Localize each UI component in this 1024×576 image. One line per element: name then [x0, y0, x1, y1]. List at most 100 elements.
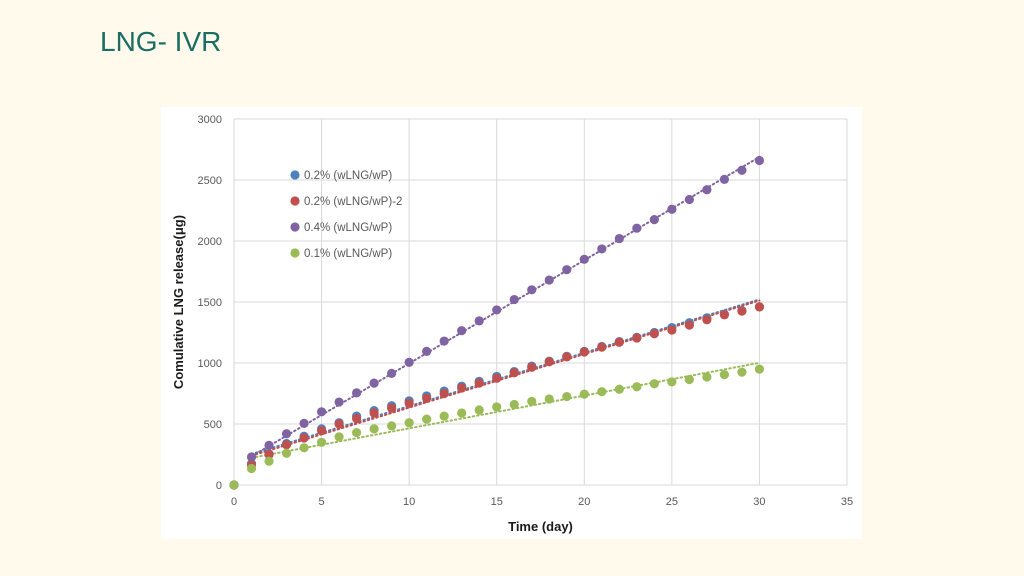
data-point	[702, 185, 712, 195]
data-point	[544, 357, 554, 367]
legend-marker	[290, 170, 300, 180]
x-tick-label: 15	[491, 496, 503, 508]
data-point	[387, 403, 397, 413]
legend: 0.2% (wLNG/wP) 0.2% (wLNG/wP)-2 0.4% (wLNG…	[290, 170, 402, 260]
data-point	[387, 368, 397, 378]
slide-title: LNG- IVR	[100, 26, 222, 57]
data-point	[316, 437, 327, 447]
data-point	[719, 369, 730, 380]
data-point	[702, 372, 712, 382]
x-tick-label: 35	[841, 496, 853, 508]
data-point	[299, 433, 309, 443]
data-point	[684, 320, 694, 330]
data-point	[404, 418, 414, 428]
x-tick-label: 30	[753, 496, 765, 508]
data-point	[667, 377, 677, 387]
data-point	[632, 223, 642, 233]
data-point	[544, 275, 554, 285]
x-tick-label: 25	[666, 496, 678, 508]
data-point	[246, 452, 257, 462]
legend-label: 0.1% (wLNG/wP)	[304, 248, 392, 260]
data-point	[632, 382, 642, 392]
chart-panel: 0 500 1000 1500 2000 2500 3000 0 5 10 15 20 25 30 35 T…	[161, 107, 862, 539]
data-point	[299, 418, 309, 428]
legend-label: 0.4% (wLNG/wP)	[304, 222, 392, 234]
data-point	[754, 364, 765, 374]
data-point	[737, 165, 747, 175]
data-point	[614, 233, 624, 244]
data-point	[352, 388, 362, 398]
data-point	[509, 294, 519, 305]
y-tick-label: 1500	[198, 297, 222, 309]
data-point	[422, 414, 432, 424]
data-point	[597, 342, 607, 352]
data-points	[229, 155, 765, 490]
legend-marker	[290, 196, 300, 206]
data-point	[649, 329, 659, 339]
data-point	[719, 174, 730, 184]
data-point	[737, 306, 747, 316]
data-point	[579, 347, 589, 357]
gridlines	[233, 118, 848, 486]
y-axis-title: Comulative LNG release(μg)	[171, 215, 186, 389]
y-tick-label: 3000	[198, 114, 222, 126]
x-axis-title: Time (day)	[508, 519, 573, 534]
data-point	[719, 310, 730, 320]
data-point	[667, 204, 677, 214]
data-point	[352, 427, 362, 438]
x-tick-label: 20	[578, 496, 590, 508]
data-point	[369, 424, 379, 434]
legend-label: 0.2% (wLNG/wP)	[304, 170, 392, 182]
data-point	[334, 432, 344, 442]
trendline	[250, 361, 761, 459]
data-point	[527, 285, 537, 295]
data-point	[597, 387, 607, 397]
data-point	[492, 305, 502, 315]
data-point	[369, 408, 379, 418]
legend-label: 0.2% (wLNG/wP)-2	[304, 196, 402, 208]
data-point	[754, 302, 765, 312]
legend-marker	[290, 222, 300, 232]
data-point	[264, 456, 274, 466]
data-point	[649, 379, 659, 389]
data-point	[229, 480, 239, 490]
y-tick-label: 1000	[198, 358, 222, 370]
data-point	[439, 411, 449, 421]
data-point	[246, 463, 257, 474]
chart: 0 500 1000 1500 2000 2500 3000 0 5 10 15 20 25 30 35 T…	[171, 114, 853, 534]
data-point	[492, 373, 502, 383]
data-point	[352, 413, 362, 424]
trendline	[250, 299, 761, 457]
data-point	[632, 333, 642, 343]
data-point	[527, 396, 537, 407]
data-point	[649, 215, 659, 225]
data-point	[509, 399, 519, 410]
data-point	[702, 315, 712, 325]
data-point	[457, 326, 467, 336]
data-point	[684, 374, 694, 385]
x-tick-label: 5	[319, 496, 325, 508]
data-point	[754, 155, 765, 166]
y-tick-label: 2000	[198, 236, 222, 248]
data-point	[614, 384, 624, 394]
data-point	[281, 440, 292, 450]
data-point	[737, 367, 747, 377]
data-point	[579, 389, 589, 399]
data-point	[597, 244, 607, 254]
x-tick-label: 0	[231, 496, 237, 508]
data-point	[281, 448, 292, 458]
data-point	[474, 378, 484, 388]
data-point	[474, 316, 484, 326]
data-point	[509, 368, 519, 378]
data-point	[667, 325, 677, 335]
data-point	[369, 378, 379, 388]
data-point	[614, 337, 624, 347]
data-point	[562, 391, 572, 402]
y-tick-label: 500	[204, 419, 222, 431]
data-point	[316, 426, 327, 436]
trendline	[250, 298, 761, 456]
data-point	[439, 336, 449, 346]
data-point	[299, 443, 309, 453]
data-point	[404, 398, 414, 408]
data-point	[527, 362, 537, 372]
